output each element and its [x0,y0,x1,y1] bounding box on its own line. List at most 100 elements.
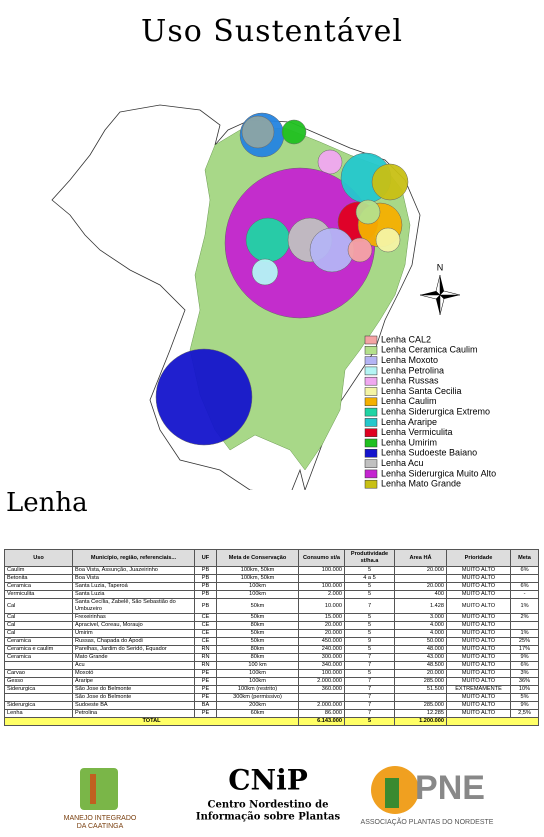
legend-swatch [364,428,378,437]
table-cell: Moxotó [72,669,195,678]
logo-cnip: CNiP Centro Nordestino de Informação sob… [196,764,341,823]
table-cell: 5 [344,629,395,638]
table-cell: 20.000 [394,669,447,678]
table-cell: 20.000 [394,566,447,575]
table-cell: 100 km [216,661,299,670]
table-cell: MUITO ALTO [446,677,511,686]
legend-swatch [364,459,378,468]
table-row: Cal Frexeirinhas CE 50km 15.000 5 3.000 MUITO A… [4,613,539,622]
table-cell: RN [194,661,217,670]
table-cell [298,574,345,583]
table-cell: 2% [510,613,539,622]
site-circle [281,119,307,145]
table-cell: 12.285 [394,709,447,718]
table-cell: Umirim [72,629,195,638]
table-cell: MUITO ALTO [446,598,511,614]
table-cell: Mato Grande [72,653,195,662]
table-cell: 1.428 [394,598,447,614]
table-cell: 80km [216,653,299,662]
table-cell: MUITO ALTO [446,645,511,654]
table-cell: PE [194,693,217,702]
table-cell: 340.000 [298,661,345,670]
legend-label: Lenha Siderurgica Muito Alto [381,468,496,478]
table-cell: 9 [344,637,395,646]
column-header: Município, região, referenciais... [72,549,195,567]
logo-text: DA CAATINGA [77,823,124,830]
table-cell: Santa Cecília, Zabelê, São Sebastião do … [72,598,195,614]
table-cell: 100km, 50km [216,566,299,575]
table-cell: 5 [344,621,395,630]
table-cell: 7 [344,701,395,710]
site-circle [241,115,275,149]
table-cell: Cal [4,613,73,622]
legend-label: Lenha CAL2 [381,334,431,344]
table-cell: PE [194,709,217,718]
table-cell: Siderurgica [4,701,73,710]
table-cell: 80km [216,621,299,630]
column-header: Meta [510,549,539,567]
table-row: Acu RN 100 km 340.000 7 48.500 MUITO ALTO 6% [4,661,539,670]
legend-label: Lenha Acu [381,458,424,468]
table-cell: MUITO ALTO [446,629,511,638]
table-cell: Carvao [4,669,73,678]
legend-label: Lenha Caulim [381,396,437,406]
table-cell: Boa Vista, Assunção, Juazeirinho [72,566,195,575]
logo-text: PNE [415,769,485,807]
table-cell: 6% [510,566,539,575]
table-cell: 2.000.000 [298,701,345,710]
table-cell: 36% [510,677,539,686]
table-cell: 3% [510,669,539,678]
column-header: Prioridade [446,549,511,567]
table-cell: Boa Vista [72,574,195,583]
table-cell: Russas, Chapada do Apodi [72,637,195,646]
table-cell: Cal [4,598,73,614]
table-row: São Jose do Belmonte PE 300km (permissivo)… [4,693,539,702]
table-cell: 2.000.000 [298,677,345,686]
table-cell: MUITO ALTO [446,709,511,718]
site-circle [251,258,279,286]
table-cell: 100.000 [298,669,345,678]
table-row: Cal Santa Cecília, Zabelê, São Sebastião … [4,598,539,614]
table-cell: 100.000 [298,582,345,591]
table-cell: 9% [510,653,539,662]
table-cell: MUITO ALTO [446,637,511,646]
table-row: Siderurgica Sudoeste BA BA 200km 2.000.000 7 2… [4,701,539,710]
table-cell: 48.000 [394,645,447,654]
table-cell: - [510,590,539,599]
title: Uso Sustentável [141,14,403,49]
table-cell: 5 [344,669,395,678]
table-cell: 3.000 [394,613,447,622]
site-circle [375,227,401,253]
logo-text: Informação sobre Plantas [196,812,341,823]
logo-text: ASSOCIAÇÃO PLANTAS DO NORDESTE [361,817,494,826]
table-cell: Siderurgica [4,685,73,694]
legend-label: Lenha Sudoeste Baiano [381,448,477,458]
table-cell: 80km [216,645,299,654]
legend-swatch [364,366,378,376]
table-cell: Betonita [4,574,73,583]
table-cell: 20.000 [394,582,447,591]
table-row: Ceramica Santa Luzia, Taperoá PB 100km 100.0… [4,582,539,591]
legend-swatch [364,438,378,448]
table-row: Ceramica e caulim Parelhas, Jardim do Ser… [4,645,539,654]
table-cell: 1% [510,629,539,638]
table-cell: 1% [510,598,539,614]
table-cell: 285.000 [394,701,447,710]
legend-label: Lenha Moxoto [381,355,438,365]
table-row: Siderurgica São Jose do Belmonte PE 100km (… [4,685,539,694]
table-cell: São Jose do Belmonte [72,693,195,702]
table-cell: Ceramica [4,653,73,662]
legend-swatch [364,469,378,479]
table-cell: 50km [216,598,299,614]
legend-label: Lenha Russas [381,376,439,386]
table-cell: PB [194,582,217,591]
footer: MANEJO INTEGRADO DA CAATINGA CNiP Centro… [64,764,494,830]
table-cell: Santa Luzia [72,590,195,599]
table-cell: 17% [510,645,539,654]
table-cell: Caulim [4,566,73,575]
table-cell: 51.500 [394,685,447,694]
table-cell: 5 [344,582,395,591]
table-cell: 9% [510,701,539,710]
table-cell: 5 [344,590,395,599]
table-cell: 4.000 [394,621,447,630]
